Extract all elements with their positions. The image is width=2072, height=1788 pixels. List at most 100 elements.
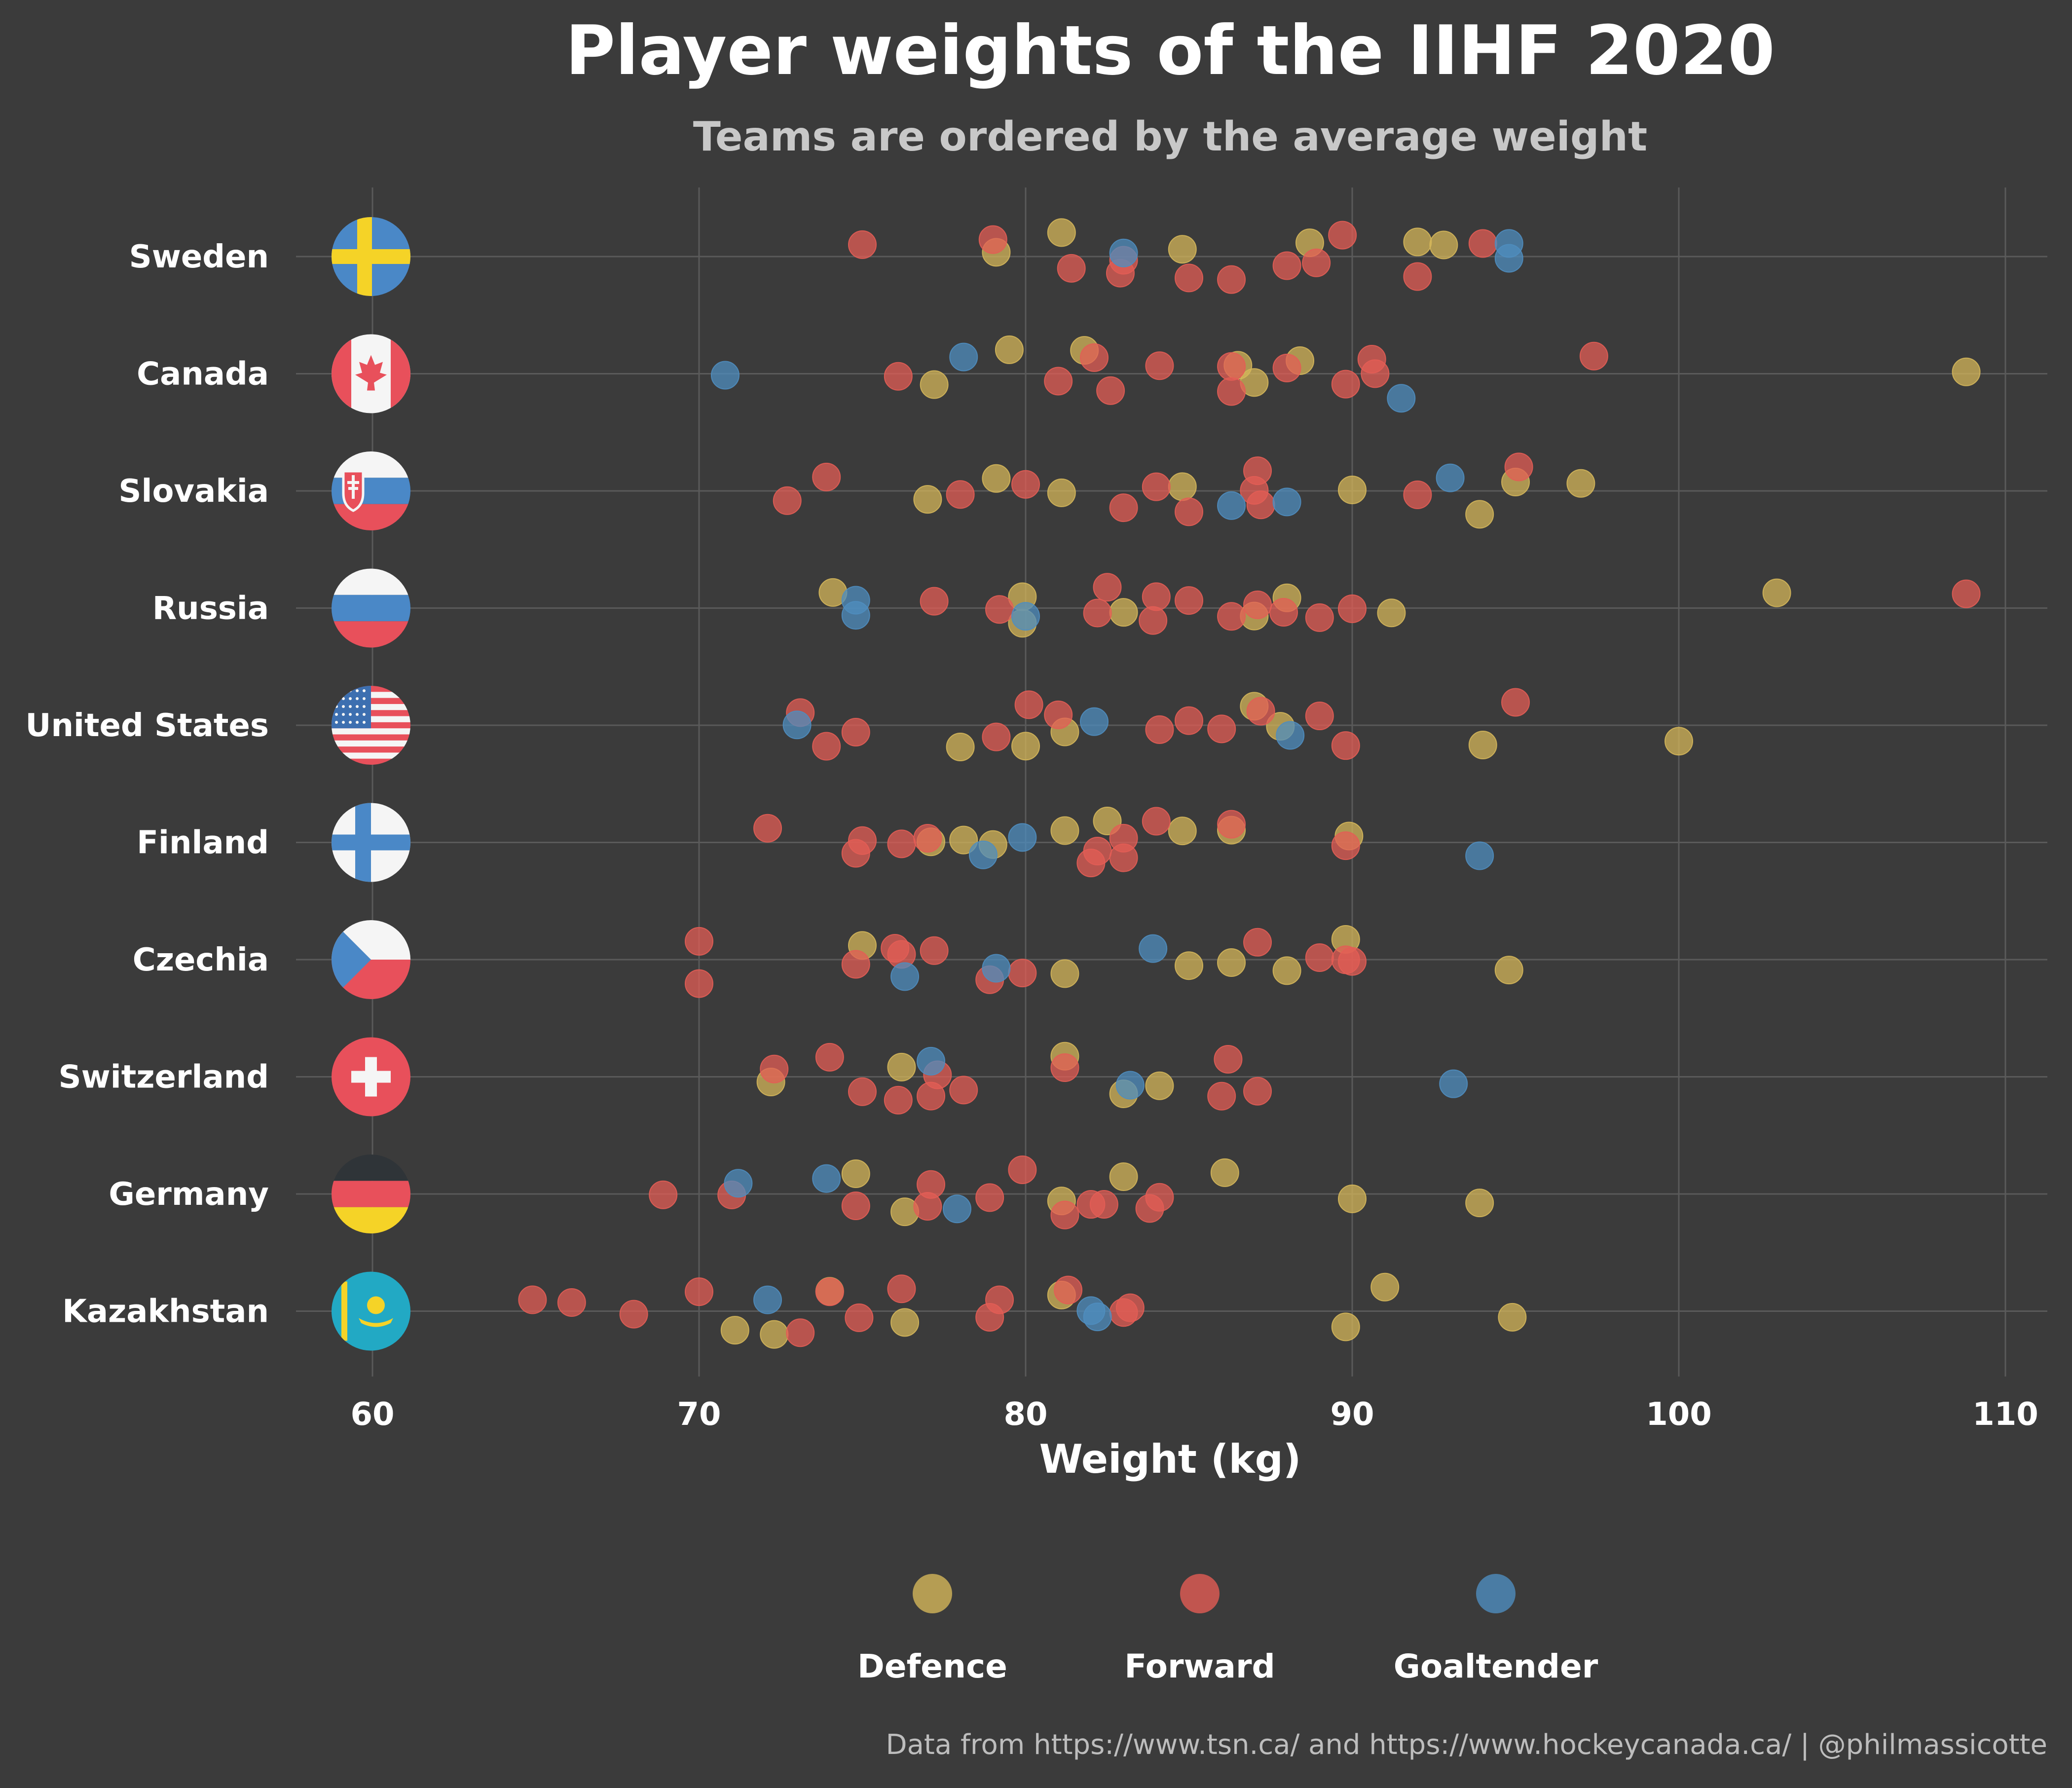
legend-label-defence: Defence bbox=[857, 1647, 1007, 1685]
point-defence bbox=[1272, 956, 1301, 985]
point-defence bbox=[982, 464, 1011, 493]
point-forward bbox=[1272, 251, 1301, 280]
kazakhstan-flag-icon bbox=[332, 1271, 410, 1351]
united-states-flag-icon bbox=[332, 686, 410, 765]
point-defence bbox=[890, 1308, 920, 1337]
point-forward bbox=[884, 362, 913, 391]
point-forward bbox=[1243, 456, 1272, 485]
point-goaltender bbox=[1439, 1069, 1468, 1098]
team-label: Czechia bbox=[133, 942, 269, 978]
point-forward bbox=[1014, 690, 1043, 719]
point-defence bbox=[1465, 1189, 1494, 1218]
point-forward bbox=[1175, 706, 1203, 735]
point-defence bbox=[1011, 732, 1040, 761]
point-forward bbox=[1044, 700, 1073, 729]
point-forward bbox=[1096, 376, 1125, 405]
point-forward bbox=[786, 1318, 815, 1347]
point-defence bbox=[913, 485, 942, 514]
point-defence bbox=[1566, 469, 1595, 498]
legend-label-goaltender: Goaltender bbox=[1394, 1647, 1598, 1685]
point-defence bbox=[1168, 817, 1197, 846]
point-defence bbox=[1665, 727, 1693, 756]
chart-subtitle: Teams are ordered by the average weight bbox=[693, 113, 1647, 160]
point-forward bbox=[1328, 221, 1357, 250]
team-labels: Sweden Canada Slovakia Russia United States F… bbox=[25, 239, 269, 1330]
x-tick-label: 110 bbox=[1972, 1396, 2038, 1433]
point-forward bbox=[557, 1288, 586, 1317]
point-forward bbox=[1145, 351, 1174, 380]
sweden-flag-icon bbox=[332, 217, 410, 296]
team-label: Sweden bbox=[129, 239, 269, 275]
czechia-flag-icon bbox=[332, 920, 410, 999]
point-forward bbox=[1331, 945, 1360, 974]
point-forward bbox=[1243, 590, 1272, 619]
point-forward bbox=[1217, 377, 1246, 406]
point-goaltender bbox=[753, 1285, 782, 1314]
x-tick-label: 90 bbox=[1330, 1396, 1374, 1433]
x-axis-label: Weight (kg) bbox=[1039, 1436, 1301, 1482]
point-defence bbox=[841, 1159, 870, 1188]
point-goaltender bbox=[1276, 721, 1305, 750]
point-forward bbox=[1175, 497, 1203, 526]
team-label: Canada bbox=[137, 356, 269, 393]
point-forward bbox=[1057, 254, 1086, 283]
point-defence bbox=[1175, 951, 1203, 980]
point-defence bbox=[1050, 816, 1079, 845]
point-forward bbox=[1142, 807, 1171, 836]
point-forward bbox=[917, 1170, 946, 1199]
point-forward bbox=[848, 230, 877, 259]
point-goaltender bbox=[1080, 707, 1109, 736]
legend-swatch-forward bbox=[1180, 1574, 1220, 1613]
point-forward bbox=[1331, 370, 1360, 399]
point-forward bbox=[1207, 714, 1236, 744]
point-forward bbox=[685, 927, 713, 956]
point-forward bbox=[884, 1085, 913, 1115]
point-goaltender bbox=[942, 1194, 971, 1224]
point-forward bbox=[760, 1054, 789, 1083]
gridlines bbox=[296, 187, 2047, 1377]
point-defence bbox=[995, 335, 1024, 364]
point-defence bbox=[1429, 230, 1458, 260]
team-label: Kazakhstan bbox=[62, 1294, 269, 1330]
point-forward bbox=[1109, 493, 1138, 522]
switzerland-flag-icon bbox=[332, 1037, 410, 1117]
point-forward bbox=[1468, 229, 1497, 258]
point-goaltender bbox=[968, 840, 998, 869]
point-forward bbox=[1272, 353, 1301, 382]
point-goaltender bbox=[1387, 384, 1416, 413]
point-forward bbox=[1139, 606, 1168, 635]
point-goaltender bbox=[917, 1046, 946, 1076]
point-forward bbox=[1305, 702, 1334, 731]
point-forward bbox=[1175, 263, 1203, 293]
point-forward bbox=[1145, 715, 1174, 744]
point-defence bbox=[1338, 1184, 1367, 1213]
point-forward bbox=[949, 1076, 978, 1105]
point-forward bbox=[913, 824, 942, 853]
point-goaltender bbox=[724, 1169, 753, 1198]
point-forward bbox=[815, 1277, 844, 1306]
point-goaltender bbox=[812, 1164, 841, 1193]
point-forward bbox=[946, 480, 975, 509]
point-forward bbox=[841, 950, 870, 979]
point-forward bbox=[1217, 352, 1246, 381]
point-defence bbox=[1047, 478, 1076, 507]
point-forward bbox=[1246, 697, 1275, 726]
point-forward bbox=[887, 829, 916, 858]
point-defence bbox=[1498, 1303, 1527, 1332]
point-forward bbox=[1331, 831, 1360, 860]
team-label: Germany bbox=[109, 1176, 269, 1213]
germany-flag-icon bbox=[332, 1155, 410, 1233]
point-forward bbox=[1142, 582, 1171, 611]
point-goaltender bbox=[890, 962, 920, 991]
point-forward bbox=[1243, 928, 1272, 957]
point-goaltender bbox=[710, 361, 740, 390]
point-forward bbox=[1501, 688, 1530, 717]
point-defence bbox=[1047, 218, 1076, 247]
point-defence bbox=[946, 732, 975, 761]
point-forward bbox=[985, 595, 1014, 624]
point-forward bbox=[1357, 344, 1386, 373]
point-forward bbox=[1579, 341, 1608, 371]
team-label: Slovakia bbox=[118, 473, 269, 510]
x-axis-ticks: 60 70 80 90 100 110 bbox=[350, 1396, 2038, 1433]
